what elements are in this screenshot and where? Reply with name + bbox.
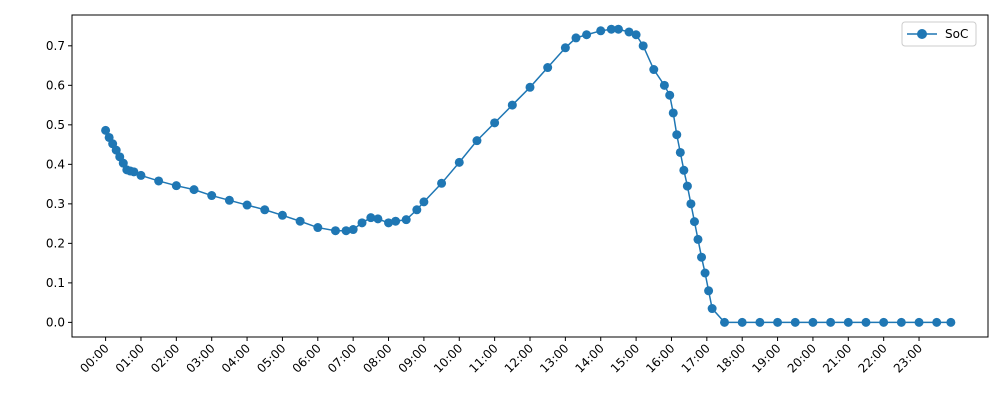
data-point <box>755 317 765 327</box>
data-point <box>348 225 358 235</box>
series-line-soc <box>104 28 951 324</box>
data-point <box>808 317 818 327</box>
data-point <box>686 199 696 209</box>
data-point <box>543 63 553 73</box>
data-point <box>624 27 634 37</box>
data-point <box>659 80 669 90</box>
data-point <box>384 218 394 228</box>
data-point <box>675 147 685 157</box>
data-point <box>946 317 956 327</box>
data-point <box>697 252 707 262</box>
data-point <box>277 210 287 220</box>
data-point <box>260 205 270 215</box>
data-point <box>773 317 783 327</box>
y-tick-label: 0.3 <box>46 197 65 211</box>
data-point <box>861 317 871 327</box>
data-point <box>700 268 710 278</box>
data-point <box>101 125 111 135</box>
data-point <box>171 181 181 191</box>
data-point <box>672 130 682 140</box>
data-point <box>412 205 422 215</box>
data-point <box>242 200 252 210</box>
y-tick-label: 0.0 <box>46 315 65 329</box>
data-point <box>391 216 401 226</box>
data-point <box>582 30 592 40</box>
data-point <box>596 26 606 36</box>
data-point <box>295 216 305 226</box>
data-point <box>472 136 482 146</box>
data-point <box>129 167 139 177</box>
y-tick-label: 0.6 <box>46 78 65 92</box>
data-point <box>136 170 146 180</box>
data-point <box>571 33 581 43</box>
data-point <box>649 65 659 75</box>
data-point <box>224 195 234 205</box>
data-point <box>366 213 376 223</box>
data-point <box>606 24 616 34</box>
data-point <box>689 217 699 227</box>
data-point <box>693 234 703 244</box>
data-point <box>707 304 717 314</box>
data-point <box>154 176 164 186</box>
data-point <box>313 223 323 233</box>
data-point <box>826 317 836 327</box>
data-point <box>790 317 800 327</box>
data-point <box>373 214 383 224</box>
legend: SoC <box>901 21 977 47</box>
y-tick-label: 0.1 <box>46 276 65 290</box>
y-tick-label: 0.5 <box>46 118 65 132</box>
data-point <box>357 218 367 228</box>
data-point <box>111 145 121 155</box>
data-point <box>914 317 924 327</box>
data-point <box>330 226 340 236</box>
data-point <box>490 118 500 128</box>
legend-box <box>901 21 977 47</box>
data-point <box>613 24 623 34</box>
data-point <box>720 317 730 327</box>
data-point <box>704 286 714 296</box>
data-point <box>737 317 747 327</box>
y-tick-label: 0.2 <box>46 236 65 250</box>
data-point <box>437 178 447 188</box>
plot-area <box>101 24 956 327</box>
data-point <box>207 191 217 201</box>
y-tick-label: 0.7 <box>46 39 65 53</box>
legend-marker-soc <box>917 29 927 39</box>
data-point <box>668 108 678 118</box>
data-point <box>507 100 517 110</box>
data-point <box>679 165 689 175</box>
data-point <box>682 181 692 191</box>
data-point <box>525 82 535 92</box>
data-point <box>189 185 199 195</box>
data-point <box>843 317 853 327</box>
data-point <box>454 157 464 167</box>
data-point <box>638 41 648 51</box>
y-tick-label: 0.4 <box>46 157 65 171</box>
data-point <box>560 43 570 53</box>
legend-label-soc: SoC <box>945 27 968 41</box>
data-point <box>932 317 942 327</box>
data-point <box>118 158 128 168</box>
data-point <box>631 30 641 40</box>
data-point <box>896 317 906 327</box>
data-point <box>665 90 675 100</box>
data-point <box>879 317 889 327</box>
data-point <box>341 226 351 236</box>
data-point <box>401 215 411 225</box>
data-point <box>419 197 429 207</box>
